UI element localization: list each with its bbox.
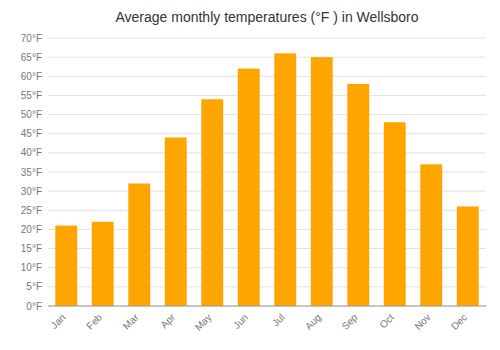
chart-title: Average monthly temperatures (°F ) in We… (115, 9, 418, 25)
grid-line (48, 38, 486, 39)
y-axis: 0°F 5°F 10°F 15°F 20°F 25°F 30°F 35°F 40°F 45°F 50… (21, 33, 42, 312)
y-tick-label: 55°F (21, 90, 42, 101)
x-tick-label: Jul (270, 312, 287, 329)
x-axis: Jan Feb Mar Apr May Jun Jul Aug Sep Oct Nov Dec (48, 311, 469, 333)
y-tick-label: 30°F (21, 186, 42, 197)
x-tick-label: May (193, 312, 214, 333)
x-tick-label: Sep (339, 311, 360, 332)
x-tick-label: Mar (121, 311, 141, 331)
grid-line (48, 114, 486, 115)
y-tick-label: 20°F (21, 224, 42, 235)
y-tick-label: 65°F (21, 52, 42, 63)
y-tick-label: 25°F (21, 205, 42, 216)
x-tick-label: Jun (231, 312, 250, 331)
grid-line (48, 152, 486, 153)
bar (311, 57, 333, 306)
x-tick-label: Nov (412, 312, 432, 332)
x-tick-label: Jan (48, 312, 67, 331)
y-tick-label: 60°F (21, 71, 42, 82)
y-tick-label: 70°F (21, 33, 42, 44)
x-axis-line (48, 306, 486, 307)
grid-line (48, 57, 486, 58)
bar (274, 53, 296, 306)
grid-line (48, 306, 486, 307)
bar (347, 84, 369, 306)
bar (165, 138, 187, 306)
y-tick-label: 0°F (26, 301, 42, 312)
bar (92, 222, 114, 306)
bar (238, 69, 260, 306)
x-tick-label: Aug (303, 312, 323, 332)
grid (48, 38, 486, 306)
y-tick-label: 40°F (21, 147, 42, 158)
x-tick-label: Dec (449, 312, 469, 332)
bar (128, 183, 150, 306)
bar (457, 206, 479, 306)
bar (384, 122, 406, 306)
y-tick-label: 35°F (21, 167, 42, 178)
x-tick-label: Feb (84, 311, 104, 331)
x-tick-label: Apr (158, 311, 177, 330)
y-tick-label: 50°F (21, 109, 42, 120)
page: {"chart_data": {"type": "bar", "title": … (0, 0, 500, 350)
chart-container: Average monthly temperatures (°F ) in We… (0, 0, 500, 350)
bar (420, 164, 442, 306)
y-tick-label: 15°F (21, 243, 42, 254)
x-tick-label: Oct (377, 311, 396, 330)
grid-line (48, 95, 486, 96)
bar (201, 99, 223, 306)
y-tick-label: 10°F (21, 262, 42, 273)
bars (55, 53, 478, 306)
bar (55, 226, 77, 306)
grid-line (48, 76, 486, 77)
grid-line (48, 133, 486, 134)
y-tick-label: 45°F (21, 128, 42, 139)
chart-svg: Average monthly temperatures (°F ) in We… (0, 0, 500, 350)
y-tick-label: 5°F (26, 281, 42, 292)
